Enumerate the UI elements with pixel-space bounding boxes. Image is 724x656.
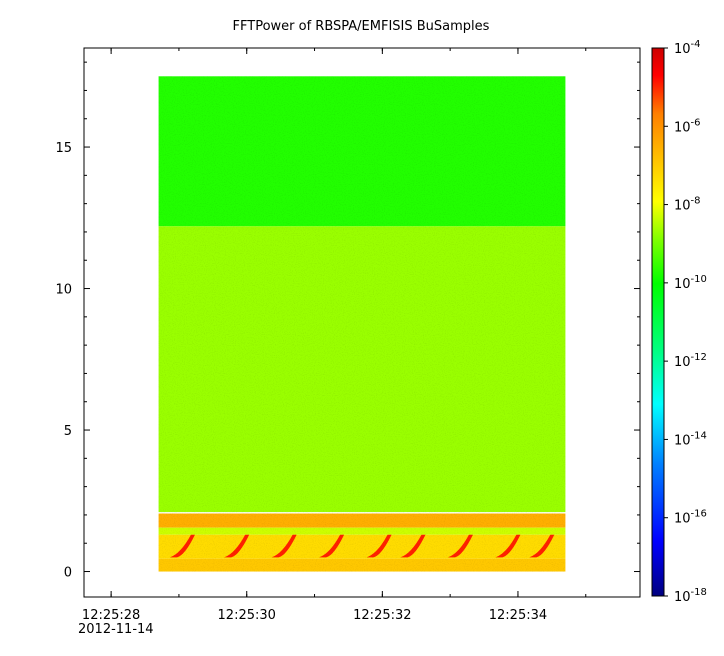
x-axis: 12:25:28 12:25:30 12:25:32 12:25:34 [82,48,587,623]
x-tick-label: 12:25:30 [218,608,276,623]
y-tick-label: 5 [64,424,72,439]
colorbar-tick-label: 10-6 [674,117,701,135]
x-axis-date-label: 2012-11-14 [78,622,154,637]
x-tick-label: 12:25:32 [353,608,411,623]
colorbar-tick-label: 10-14 [674,430,707,448]
colorbar [651,47,665,597]
x-tick-label: 12:25:34 [489,608,547,623]
colorbar-tick-label: 10-16 [674,509,707,527]
spectrogram-noise [158,76,566,572]
colorbar-tick-label: 10-10 [674,274,707,292]
colorbar-tick-label: 10-8 [674,196,701,214]
colorbar-ticks: 10-4 10-6 10-8 10-10 10-12 10-14 10-16 10-18 [664,39,707,605]
y-tick-label: 15 [55,141,72,156]
y-axis: 0 5 10 15 [55,61,640,581]
y-tick-label: 0 [64,566,72,581]
x-tick-label: 12:25:28 [82,608,140,623]
colorbar-tick-label: 10-4 [674,39,701,57]
y-tick-label: 10 [55,283,72,298]
colorbar-tick-label: 10-18 [674,587,707,605]
chart-title: FFTPower of RBSPA/EMFISIS BuSamples [233,19,490,34]
colorbar-tick-label: 10-12 [674,352,707,370]
plot-frame [83,47,641,598]
